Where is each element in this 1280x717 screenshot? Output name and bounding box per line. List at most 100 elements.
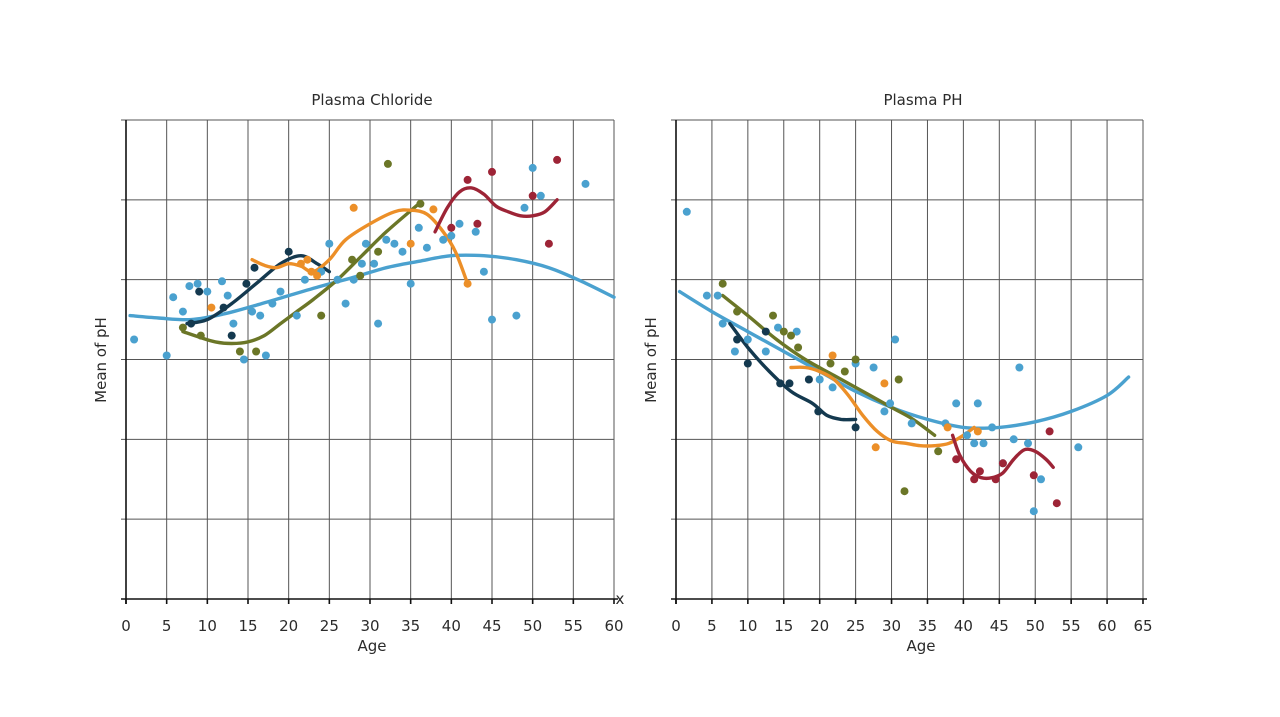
- data-point-blue: [382, 235, 391, 244]
- data-point-navy: [195, 287, 204, 296]
- x-tick-label: 35: [401, 617, 420, 635]
- data-point-blue: [162, 351, 171, 360]
- trend-line-olive: [181, 202, 421, 346]
- data-point-olive: [383, 159, 392, 168]
- data-point-navy: [776, 379, 785, 388]
- data-point-orange: [973, 427, 982, 436]
- data-point-maroon: [544, 239, 553, 248]
- x-tick-label: 60: [1098, 617, 1117, 635]
- x-tick-label: 15: [774, 617, 793, 635]
- x-axis-label: Age: [906, 637, 935, 655]
- data-point-blue: [743, 335, 752, 344]
- data-point-blue: [130, 335, 139, 344]
- data-point-blue: [682, 207, 691, 216]
- trend-line-blue: [128, 253, 616, 322]
- data-point-orange: [880, 379, 889, 388]
- data-point-olive: [178, 323, 187, 332]
- chart-plasma-ph: Plasma PH Age Mean of pH 0 5 10 15 20 25 30 35 4…: [642, 91, 1153, 655]
- data-point-blue: [528, 163, 537, 172]
- data-point-blue: [406, 279, 415, 288]
- trend-line-olive: [721, 293, 937, 437]
- trend-line-maroon: [433, 186, 559, 234]
- data-point-maroon: [447, 223, 456, 232]
- x-tick-label: 45: [990, 617, 1009, 635]
- data-point-blue: [512, 311, 521, 320]
- data-point-navy: [284, 247, 293, 256]
- trend-line-navy: [185, 254, 331, 326]
- trend-line-orange: [789, 365, 976, 448]
- data-point-blue: [581, 179, 590, 188]
- data-point-blue: [774, 323, 782, 332]
- x-tick-label: 55: [1062, 617, 1081, 635]
- x-tick-label: 50: [1026, 617, 1045, 635]
- data-point-maroon: [1052, 499, 1061, 508]
- data-point-blue: [979, 439, 988, 448]
- data-point-navy: [733, 335, 742, 344]
- chart-title: Plasma PH: [883, 91, 962, 109]
- data-point-navy: [227, 331, 236, 340]
- data-point-olive: [317, 311, 326, 320]
- data-point-blue: [702, 291, 711, 300]
- data-point-blue: [349, 275, 358, 284]
- data-point-blue: [185, 282, 194, 291]
- data-point-orange: [871, 443, 880, 452]
- data-point-blue: [886, 399, 895, 408]
- data-point-blue: [361, 239, 370, 248]
- data-point-maroon: [463, 175, 472, 184]
- data-point-blue: [261, 351, 270, 360]
- data-point-blue: [973, 399, 982, 408]
- data-point-blue: [300, 275, 309, 284]
- x-tick-label: 65: [1133, 617, 1152, 635]
- data-point-olive: [235, 347, 244, 356]
- data-point-blue: [869, 363, 878, 372]
- data-point-maroon: [1045, 427, 1054, 436]
- data-point-olive: [826, 359, 835, 368]
- data-point-blue: [390, 239, 399, 248]
- x-tick-label: 0: [671, 617, 681, 635]
- data-point-blue: [1009, 435, 1018, 444]
- data-point-orange: [207, 303, 216, 312]
- data-point-blue: [713, 291, 722, 300]
- data-point-blue: [761, 347, 770, 356]
- data-point-navy: [814, 407, 823, 416]
- x-tick-label: 20: [810, 617, 829, 635]
- data-point-navy: [761, 327, 770, 336]
- data-point-maroon: [975, 467, 984, 476]
- data-point-blue: [333, 275, 342, 284]
- data-point-olive: [374, 247, 383, 256]
- data-point-blue: [374, 319, 383, 328]
- x-tick-label: 30: [360, 617, 379, 635]
- data-point-navy: [785, 379, 794, 388]
- data-point-blue: [1074, 443, 1083, 452]
- data-point-blue: [248, 307, 257, 316]
- x-tick-label: 0: [121, 617, 131, 635]
- data-point-olive: [196, 331, 205, 340]
- data-point-blue: [536, 191, 545, 200]
- data-point-orange: [303, 255, 312, 264]
- data-point-blue: [1029, 507, 1038, 516]
- data-point-olive: [769, 311, 777, 320]
- data-point-blue: [256, 311, 265, 320]
- data-point-olive: [894, 375, 903, 384]
- data-point-olive: [934, 447, 943, 456]
- data-point-olive: [356, 271, 365, 280]
- x-axis-label: Age: [357, 637, 386, 655]
- data-point-blue: [223, 291, 232, 300]
- data-point-olive: [840, 367, 849, 376]
- data-point-blue: [815, 375, 824, 384]
- data-point-orange: [313, 271, 322, 280]
- data-point-maroon: [998, 459, 1007, 468]
- data-point-olive: [900, 487, 909, 496]
- chart-title: Plasma Chloride: [311, 91, 432, 109]
- data-point-orange: [429, 205, 438, 214]
- data-point-blue: [229, 319, 238, 328]
- x-tick-label: 40: [442, 617, 461, 635]
- data-point-blue: [718, 319, 727, 328]
- data-point-olive: [416, 199, 425, 208]
- data-point-blue: [520, 203, 529, 212]
- data-point-blue: [988, 423, 997, 432]
- data-point-blue: [203, 287, 212, 296]
- data-point-blue: [730, 347, 739, 356]
- data-point-maroon: [553, 155, 562, 164]
